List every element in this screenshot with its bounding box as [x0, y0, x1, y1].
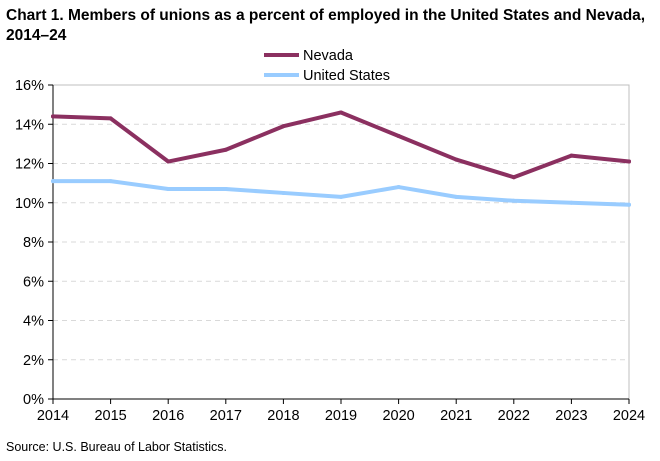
- data-point: [108, 116, 113, 121]
- x-tick-label: 2024: [613, 408, 645, 424]
- data-point: [627, 202, 631, 207]
- data-point: [454, 194, 459, 199]
- x-tick-label: 2015: [94, 408, 126, 424]
- data-point: [339, 110, 343, 115]
- data-point: [396, 185, 401, 190]
- y-tick-label: 10%: [15, 196, 44, 212]
- series-lines: [51, 110, 631, 207]
- y-tick-label: 8%: [23, 235, 44, 251]
- data-point: [223, 147, 228, 152]
- data-point: [166, 159, 171, 164]
- data-point: [627, 159, 631, 164]
- data-point: [569, 200, 574, 205]
- y-tick-label: 2%: [23, 353, 44, 369]
- x-tick-label: 2018: [267, 408, 299, 424]
- data-point: [454, 157, 459, 162]
- series-line-united-states: [51, 179, 631, 207]
- x-tick-label: 2021: [440, 408, 472, 424]
- x-tick-label: 2023: [555, 408, 587, 424]
- x-tick-label: 2022: [498, 408, 530, 424]
- data-point: [108, 179, 113, 184]
- legend-label: Nevada: [303, 48, 354, 64]
- data-point: [339, 194, 343, 199]
- data-point: [511, 175, 516, 180]
- y-tick-label: 16%: [15, 78, 44, 94]
- x-tick-label: 2020: [382, 408, 414, 424]
- legend-label: United States: [303, 68, 390, 84]
- y-tick-label: 0%: [23, 392, 44, 408]
- x-tick-label: 2016: [152, 408, 184, 424]
- data-point: [569, 153, 574, 158]
- y-tick-label: 4%: [23, 314, 44, 330]
- data-point: [396, 134, 401, 139]
- x-tick-label: 2014: [37, 408, 69, 424]
- y-tick-label: 14%: [15, 117, 44, 133]
- data-point: [51, 179, 55, 184]
- series-line-nevada: [51, 110, 631, 180]
- y-tick-label: 12%: [15, 157, 44, 173]
- data-point: [166, 187, 171, 192]
- data-point: [281, 190, 286, 195]
- data-point: [223, 187, 228, 192]
- data-point: [281, 124, 286, 129]
- axes: 0% 2% 4% 6% 8% 10% 12% 14% 16% 2014 2015 2016 2017 20…: [15, 78, 645, 424]
- gridlines: [53, 123, 629, 361]
- chart-title: Chart 1. Members of unions as a percent …: [6, 7, 646, 44]
- data-point: [51, 114, 55, 119]
- source-note: Source: U.S. Bureau of Labor Statistics.: [6, 440, 227, 454]
- x-tick-label: 2017: [210, 408, 242, 424]
- legend: Nevada United States: [264, 48, 390, 84]
- x-tick-label: 2019: [325, 408, 357, 424]
- y-tick-label: 6%: [23, 274, 44, 290]
- data-point: [511, 198, 516, 203]
